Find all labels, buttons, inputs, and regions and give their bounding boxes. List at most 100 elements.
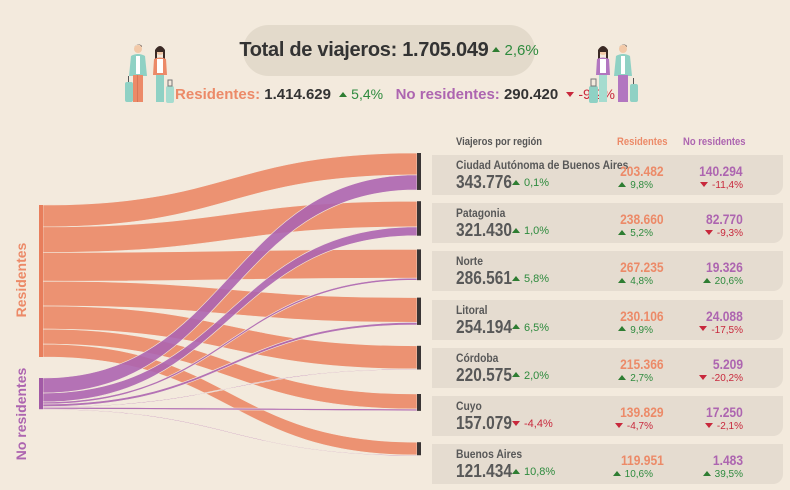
nonresident-travelers-illustration (589, 44, 638, 103)
total-change: 2,6% (504, 42, 539, 59)
down-arrow-icon (704, 422, 713, 428)
region-nonresidents-change: -17,5% (695, 325, 743, 336)
up-arrow-icon (512, 324, 520, 330)
source-node-residents (39, 205, 43, 357)
region-card: Buenos Aires 121.434 10,8% 119.951 10,6%… (432, 444, 783, 485)
region-nonresidents-change: -9,3% (701, 228, 743, 239)
nonresidents-label: No residentes: (395, 86, 500, 103)
up-arrow-icon (702, 278, 711, 284)
region-residents: 203.482 (620, 163, 664, 179)
flow-nonresidents-3 (42, 322, 418, 407)
up-arrow-icon (702, 471, 711, 477)
region-nonresidents-change: -11,4% (696, 180, 743, 191)
residents-label: Residentes: (175, 86, 261, 103)
region-nonresidents: 19.326 (706, 259, 743, 276)
region-residents: 267.235 (620, 259, 664, 276)
region-total-change: 2,0% (508, 370, 549, 382)
column-header-region: Viajeros por región (456, 136, 543, 148)
region-name: Norte (456, 254, 483, 269)
region-residents-change: 10,6% (609, 469, 653, 480)
region-total: 254.194 (456, 316, 512, 337)
up-arrow-icon (612, 471, 621, 477)
total-travelers-pill: Total de viajeros: 1.705.049 2,6% (239, 25, 539, 76)
region-nonresidents: 17.250 (706, 404, 743, 420)
region-residents: 230.106 (620, 307, 664, 324)
source-node-nonresidents (39, 378, 43, 410)
flow-nonresidents-4 (42, 368, 418, 408)
region-nonresidents: 24.088 (706, 307, 743, 324)
region-nonresidents-change: -2,1% (701, 421, 743, 432)
down-arrow-icon (699, 326, 708, 332)
region-total-change: 6,5% (508, 322, 549, 334)
up-arrow-icon (512, 227, 520, 233)
region-total-change: 1,0% (508, 225, 549, 237)
up-arrow-icon (512, 179, 520, 185)
target-node (417, 201, 421, 236)
flow-nonresidents-6 (42, 408, 418, 457)
region-card: Cuyo 157.079 -4,4% 139.829 -4,7% 17.250 … (432, 396, 783, 436)
up-arrow-icon (618, 374, 627, 380)
source-label-residents: Residentes (13, 242, 29, 318)
target-node (417, 297, 421, 325)
region-residents-change: -4,7% (611, 421, 653, 432)
column-header-nonresidents: No residentes (683, 136, 746, 148)
region-residents-change: 5,2% (614, 228, 653, 239)
region-residents: 119.951 (621, 452, 664, 469)
region-residents-change: 9,8% (614, 180, 653, 191)
region-name: Córdoba (456, 350, 499, 365)
down-arrow-icon (512, 420, 520, 426)
region-card: Patagonia 321.430 1,0% 238.660 5,2% 82.7… (432, 203, 783, 244)
target-node (417, 442, 421, 456)
up-arrow-icon (492, 47, 501, 52)
region-name: Litoral (456, 302, 488, 317)
region-residents: 139.829 (620, 404, 664, 420)
region-nonresidents-change: 20,6% (699, 276, 743, 287)
region-nonresidents-change: 39,5% (699, 469, 743, 480)
region-total: 321.430 (456, 220, 512, 241)
region-total: 286.561 (456, 268, 512, 289)
residents-value: 1.414.629 (264, 86, 331, 103)
region-total-change: 5,8% (508, 273, 549, 285)
region-name: Patagonia (456, 206, 506, 221)
total-travelers: Total de viajeros: 1.705.049 (239, 39, 488, 62)
region-card: Córdoba 220.575 2,0% 215.366 2,7% 5.209 … (432, 347, 783, 388)
region-card: Litoral 254.194 6,5% 230.106 9,9% 24.088… (432, 299, 783, 340)
down-arrow-icon (699, 374, 708, 380)
region-name: Ciudad Autónoma de Buenos Aires (456, 158, 629, 172)
total-label: Total de viajeros: (239, 39, 397, 61)
target-node (417, 345, 421, 370)
source-label-nonresidents: No residentes (13, 367, 29, 461)
target-node (417, 394, 421, 411)
target-node (417, 249, 421, 281)
region-card: Norte 286.561 5,8% 267.235 4,8% 19.326 2… (432, 251, 783, 292)
region-nonresidents: 1.483 (712, 452, 743, 469)
region-residents: 215.366 (620, 355, 664, 372)
residents-change: 5,4% (351, 86, 384, 102)
region-nonresidents-change: -20,2% (695, 373, 743, 384)
region-total: 157.079 (456, 413, 512, 433)
column-header-residents: Residentes (617, 136, 668, 148)
up-arrow-icon (339, 91, 348, 97)
down-arrow-icon (614, 422, 623, 428)
target-node (417, 153, 421, 190)
region-residents: 238.660 (620, 211, 664, 228)
up-arrow-icon (512, 372, 520, 378)
resident-flows (42, 152, 418, 456)
region-total-change: 10,8% (508, 466, 555, 478)
flow-nonresidents-5 (42, 406, 418, 412)
down-arrow-icon (700, 181, 709, 187)
region-total: 220.575 (456, 364, 512, 385)
up-arrow-icon (618, 181, 627, 187)
sankey-chart (39, 152, 421, 457)
up-arrow-icon (618, 326, 627, 332)
region-residents-change: 4,8% (614, 276, 653, 287)
flow-nonresidents-2 (42, 277, 418, 405)
region-card: Ciudad Autónoma de Buenos Aires 343.776 … (432, 155, 783, 195)
up-arrow-icon (512, 468, 520, 474)
total-value: 1.705.049 (402, 39, 489, 61)
region-nonresidents: 5.209 (712, 355, 743, 372)
up-arrow-icon (618, 230, 627, 236)
region-total: 343.776 (456, 172, 512, 192)
region-total: 121.434 (456, 461, 512, 482)
down-arrow-icon (566, 91, 575, 97)
